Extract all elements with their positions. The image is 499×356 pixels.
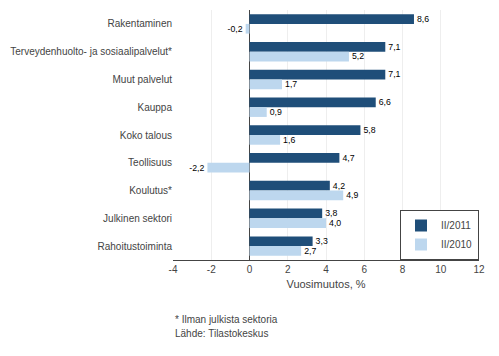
svg-text:-0,2: -0,2 (228, 24, 243, 34)
svg-text:-2,2: -2,2 (189, 163, 204, 173)
svg-text:II/2011: II/2011 (441, 220, 471, 231)
svg-text:Rakentaminen: Rakentaminen (108, 18, 172, 29)
svg-text:8,6: 8,6 (417, 14, 429, 24)
svg-text:4,2: 4,2 (333, 181, 345, 191)
svg-text:7,1: 7,1 (388, 69, 400, 79)
svg-text:-4: -4 (169, 264, 178, 275)
svg-text:0: 0 (247, 264, 253, 275)
svg-text:* Ilman julkista sektoria: * Ilman julkista sektoria (175, 314, 278, 325)
svg-text:4,9: 4,9 (346, 190, 358, 200)
svg-text:5,2: 5,2 (352, 51, 364, 61)
svg-text:4,7: 4,7 (342, 153, 354, 163)
svg-text:6,6: 6,6 (379, 97, 391, 107)
svg-text:5,8: 5,8 (363, 125, 375, 135)
svg-text:3,8: 3,8 (325, 208, 337, 218)
svg-text:1,7: 1,7 (285, 79, 297, 89)
svg-text:0,9: 0,9 (270, 107, 282, 117)
svg-text:10: 10 (435, 264, 447, 275)
svg-text:Kauppa: Kauppa (138, 102, 173, 113)
svg-text:Koko talous: Koko talous (120, 130, 172, 141)
svg-text:-2: -2 (207, 264, 216, 275)
svg-text:7,1: 7,1 (388, 42, 400, 52)
svg-text:1,6: 1,6 (283, 135, 295, 145)
svg-text:8: 8 (400, 264, 406, 275)
svg-text:12: 12 (473, 264, 485, 275)
svg-text:Julkinen sektori: Julkinen sektori (103, 213, 172, 224)
svg-text:Vuosimuutos, %: Vuosimuutos, % (286, 278, 365, 290)
svg-text:4: 4 (323, 264, 329, 275)
svg-text:Lähde: Tilastokeskus: Lähde: Tilastokeskus (175, 328, 268, 339)
svg-text:Teollisuus: Teollisuus (128, 157, 172, 168)
svg-text:Koulutus*: Koulutus* (129, 185, 172, 196)
svg-text:2,7: 2,7 (304, 246, 316, 256)
svg-text:4,0: 4,0 (329, 218, 341, 228)
svg-text:Muut palvelut: Muut palvelut (113, 74, 173, 85)
svg-text:Rahoitustoiminta: Rahoitustoiminta (98, 241, 173, 252)
svg-text:2: 2 (285, 264, 291, 275)
svg-text:II/2010: II/2010 (441, 239, 472, 250)
svg-text:6: 6 (361, 264, 367, 275)
svg-text:Terveydenhuolto- ja sosiaalipa: Terveydenhuolto- ja sosiaalipalvelut* (10, 46, 172, 57)
svg-text:3,3: 3,3 (316, 236, 328, 246)
